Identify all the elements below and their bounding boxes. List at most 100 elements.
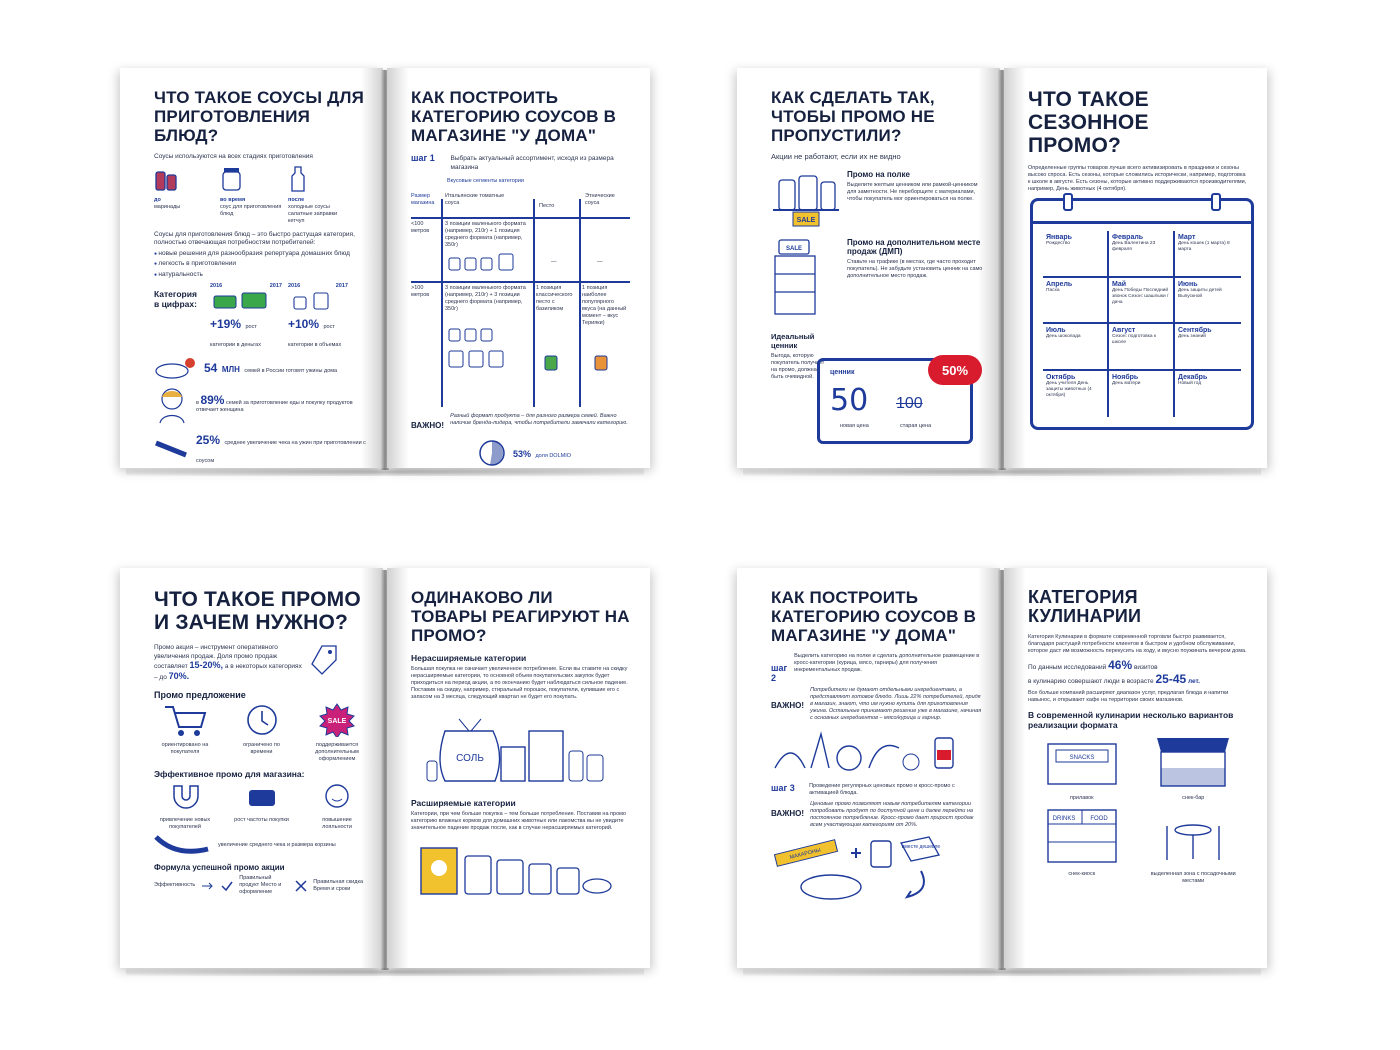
stat-text: среднее увеличение чека на ужин при приг… — [196, 440, 366, 464]
month-name: Октябрь — [1046, 373, 1076, 381]
share-row: 53% доля DOLMIO — [411, 438, 630, 468]
format-label: снек-бар — [1182, 795, 1205, 801]
calendar-month: Май День Победы Последний звонок Сезон: ш… — [1109, 277, 1175, 324]
step-row: шаг 1 Выбрать актуальный ассортимент, ис… — [411, 153, 630, 174]
woman-icon — [154, 385, 190, 425]
seasonal-text: Определенные группы товаров лучше всего … — [1028, 165, 1247, 192]
section-heading: Эффективное промо для магазина: — [154, 769, 305, 779]
effect-text: увеличение среднего чека и размера корзи… — [218, 841, 336, 848]
warn-label: ВАЖНО! — [771, 701, 805, 710]
counter-icon: SNACKS — [1042, 734, 1122, 790]
page-title: Что такое сезонное промо? — [1028, 88, 1149, 157]
year-label: 2016 — [288, 283, 301, 289]
month-note: Рождество — [1046, 241, 1071, 246]
page-culinary-category: Категория кулинарии Категория Кулинарии … — [1004, 568, 1267, 968]
cell-text: 3 позиции маленького формата (например, … — [445, 285, 526, 312]
section-heading: Расширяемые категории — [411, 798, 516, 808]
effect-item: привлечение новых покупателей — [154, 782, 216, 831]
snacks-sign-text: SNACKS — [1069, 755, 1094, 761]
col-header: Песто — [539, 203, 555, 209]
section-heading: В современной кулинарии несколько вариан… — [1028, 710, 1234, 730]
sale-burst-text: SALE — [328, 718, 347, 725]
stat-money: 2016 2017 +19% рост категории в деньгах — [210, 283, 282, 351]
month-note: Новый год — [1178, 380, 1202, 386]
month-note: День Победы Последний звонок Сезон: шашл… — [1112, 287, 1169, 305]
section-heading: Формула успешной промо акции — [154, 863, 285, 872]
offer-item: ограничено по времени — [234, 703, 290, 756]
calendar-month: Ноябрь День матери — [1109, 370, 1175, 417]
groceries-icon — [771, 728, 971, 774]
step-text: Проведение регулярных ценовых промо и кр… — [809, 783, 955, 796]
section-text: Ставьте на трафике (в местах, где часто … — [847, 258, 983, 279]
calendar-month: Январь Рождество — [1043, 231, 1109, 278]
section-heading: Промо на дополнительном месте продаж (ДМ… — [847, 237, 981, 256]
smiling-woman-icon — [320, 782, 354, 812]
bullet-item: натуральность — [154, 271, 367, 280]
intro-number: 15-20%, — [189, 660, 224, 670]
calendar-month: Июнь День защиты детей Выпускной — [1175, 278, 1241, 324]
new-price: 50 — [830, 383, 869, 418]
stat-number: 25-45 — [1155, 671, 1187, 686]
format-label: прилавок — [1069, 795, 1094, 801]
month-note: День матери — [1112, 380, 1141, 386]
row-size: >100 метров — [411, 285, 430, 298]
intro-number: 70%. — [168, 670, 190, 681]
important-note: ВАЖНО! Разный формат продукта – для разн… — [411, 413, 630, 430]
checkmark-icon — [221, 880, 233, 892]
jars-icon — [154, 166, 180, 192]
stat-text: По данным исследований — [1028, 664, 1107, 671]
sale-tag-text: SALE — [797, 217, 816, 224]
offer-text: ограничено по времени — [243, 742, 280, 755]
format-item: снек-бар — [1140, 734, 1248, 802]
page-promo-not-missed: Как сделать так, чтобы промо не пропусти… — [737, 68, 1000, 468]
stat-check: 25% среднее увеличение чека на ужин при … — [154, 431, 367, 467]
display-stand-icon: SALE — [771, 238, 841, 318]
promo-shelf: SALE Промо на полке Выделите желтым ценн… — [771, 170, 984, 230]
salt-bag-text: СОЛЬ — [456, 753, 484, 764]
month-name: Декабрь — [1178, 373, 1208, 381]
jars-icon — [288, 290, 338, 310]
intro-text-mid: а в некоторых категориях – до — [154, 663, 302, 681]
formula-eff: Эффективность — [154, 882, 196, 888]
clock-icon — [245, 703, 279, 737]
month-name: Февраль — [1112, 234, 1144, 241]
money-icon — [210, 290, 270, 310]
stage-what: соус для приготовления блюд — [220, 203, 282, 217]
pet-food-icon — [417, 842, 617, 896]
intro-text: Акции не работают, если их не видно — [771, 152, 901, 161]
cell-text: 3 позиции маленького формата (например, … — [445, 221, 526, 248]
warn-label: ВАЖНО! — [771, 809, 805, 818]
month-name: Январь — [1046, 234, 1072, 241]
month-note: Сезон: подготовка к школе — [1112, 334, 1156, 345]
sale-burst-icon: SALE — [317, 703, 357, 737]
section-heading: Промо на полке — [847, 169, 910, 179]
page-title: Как построить категорию соусов в магазин… — [411, 88, 617, 145]
spread-promo-visibility: Как сделать так, чтобы промо не пропусти… — [737, 68, 1267, 478]
month-note: День кошек (1 марта) 8 марта — [1178, 241, 1230, 252]
calendar-month: Октябрь День учителя День защиты животных… — [1043, 370, 1109, 417]
snack-bar-icon — [1153, 734, 1233, 790]
format-item: DRINKS FOOD снек-киоск — [1028, 806, 1136, 885]
cross-promo-icon: МАКАРОНЫ вместе дешевле — [771, 833, 971, 903]
promo-offer-row: ориентировано на покупателя ограничено п… — [154, 703, 367, 763]
step-text: Выбрать актуальный ассортимент, исходя и… — [450, 155, 614, 171]
page-title: Как сделать так, чтобы промо не пропусти… — [771, 88, 935, 145]
sale-stand-text: SALE — [786, 246, 802, 252]
month-note: День Валентина 23 февраля — [1112, 241, 1156, 252]
stat-volume: 2016 2017 +10% рост категории в объемах — [288, 283, 348, 351]
stat-text: лет. — [1187, 677, 1200, 685]
section-text: Выгода, которую покупатель получает на п… — [771, 352, 825, 380]
month-name: Сентябрь — [1178, 327, 1212, 334]
effect-check: увеличение среднего чека и размера корзи… — [154, 833, 367, 857]
page-build-category-steps: Как построить категорию соусов в магазин… — [737, 568, 1000, 968]
format-label: выделенная зона с посадочными местами — [1150, 871, 1236, 884]
month-name: Июнь — [1178, 280, 1198, 288]
shopping-cart-icon — [163, 703, 207, 737]
intro-text: Соусы используются на всех стадиях приго… — [154, 153, 313, 160]
stat-text: в кулинарию совершают люди в возрасте — [1028, 677, 1154, 685]
food-plate-icon — [154, 355, 198, 381]
month-name: Апрель — [1046, 280, 1073, 288]
drinks-sign-text: DRINKS — [1052, 816, 1075, 822]
book-spine — [998, 570, 1006, 970]
month-name: Май — [1112, 280, 1127, 288]
